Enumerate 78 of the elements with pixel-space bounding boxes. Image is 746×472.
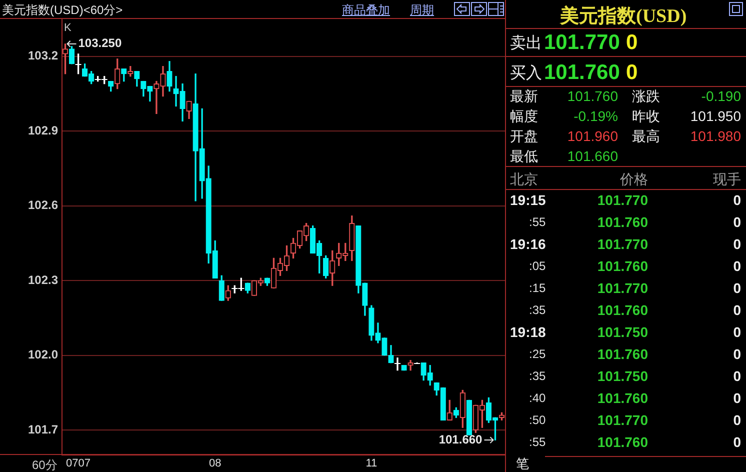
text: 0 — [733, 346, 741, 362]
text: :55 — [529, 435, 546, 449]
text: 开盘 — [510, 128, 538, 146]
text: 101.760 — [544, 61, 620, 85]
text: 101.980 — [690, 128, 741, 144]
text: 笔 — [516, 455, 529, 472]
text: 101.770 — [597, 412, 648, 428]
text: 0 — [733, 324, 741, 340]
text: 卖出 — [510, 34, 542, 54]
text: 19:18 — [510, 324, 546, 340]
text: 101.760 — [567, 88, 618, 104]
x-tick-label: 11 — [366, 458, 378, 470]
x-tick-label: 08 — [208, 458, 222, 470]
text: 101.770 — [597, 280, 648, 296]
text: 北京 — [510, 171, 538, 189]
y-tick-label: 102.0 — [28, 348, 58, 362]
text: 101.760 — [597, 258, 648, 274]
text: 0 — [733, 236, 741, 252]
text: 101.760 — [597, 214, 648, 230]
text: :55 — [529, 215, 546, 229]
text: 19:16 — [510, 236, 546, 252]
text: :15 — [529, 281, 546, 295]
text: 101.770 — [544, 31, 620, 55]
text: 101.750 — [597, 368, 648, 384]
chart-title: 美元指数(USD)<60分> — [2, 2, 123, 19]
text: 0 — [733, 192, 741, 208]
text: 0 — [626, 61, 638, 85]
text: :35 — [529, 303, 546, 317]
annotation: 101.660 — [438, 432, 483, 446]
text: 美元指数(USD) — [560, 4, 687, 29]
text: 周期 — [410, 2, 434, 19]
text: 最新 — [510, 88, 538, 106]
text: :40 — [529, 391, 546, 405]
y-tick-label: 102.6 — [28, 198, 58, 212]
text: 幅度 — [510, 108, 538, 126]
annotation: K — [64, 22, 72, 34]
text: 0 — [733, 258, 741, 274]
text: :35 — [529, 369, 546, 383]
text: 0 — [733, 214, 741, 230]
x-tick-label: 0707 — [66, 458, 91, 470]
y-tick-label: 102.9 — [28, 123, 58, 138]
text: 0 — [733, 434, 741, 450]
text: 101.660 — [567, 148, 618, 164]
text: 0 — [733, 302, 741, 318]
text: 0 — [733, 368, 741, 384]
text: 101.760 — [597, 434, 648, 450]
text: 101.950 — [690, 108, 741, 124]
text: 101.760 — [597, 390, 648, 406]
text: 101.760 — [597, 346, 648, 362]
text: :05 — [529, 259, 546, 273]
text: 101.960 — [567, 128, 618, 144]
text: 最高 — [632, 128, 660, 146]
text: 0 — [733, 412, 741, 428]
text: 涨跌 — [632, 88, 660, 106]
text: -0.190 — [701, 88, 741, 104]
x-axis-title: 60分 — [32, 457, 58, 472]
text: 最低 — [510, 148, 538, 166]
text: 买入 — [510, 64, 542, 84]
text: 价格 — [620, 171, 648, 189]
text: :25 — [529, 347, 546, 361]
text: 0 — [626, 31, 638, 55]
y-tick-label: 101.7 — [28, 422, 58, 436]
text: -0.19% — [574, 108, 618, 124]
text: 现手 — [713, 171, 741, 189]
y-tick-label: 102.3 — [28, 272, 58, 287]
text: 昨收 — [632, 108, 660, 126]
y-tick-label: 103.2 — [28, 48, 58, 63]
annotation: 103.250 — [78, 36, 122, 50]
text: 0 — [733, 390, 741, 406]
candlestick — [394, 358, 402, 371]
text: :50 — [529, 413, 546, 427]
text: 0 — [733, 280, 741, 296]
text: 商品叠加 — [342, 2, 390, 19]
text: 19:15 — [510, 192, 546, 208]
text: 101.750 — [597, 324, 648, 340]
text: 101.770 — [597, 192, 648, 208]
text: 101.770 — [597, 236, 648, 252]
text: 101.760 — [597, 302, 648, 318]
